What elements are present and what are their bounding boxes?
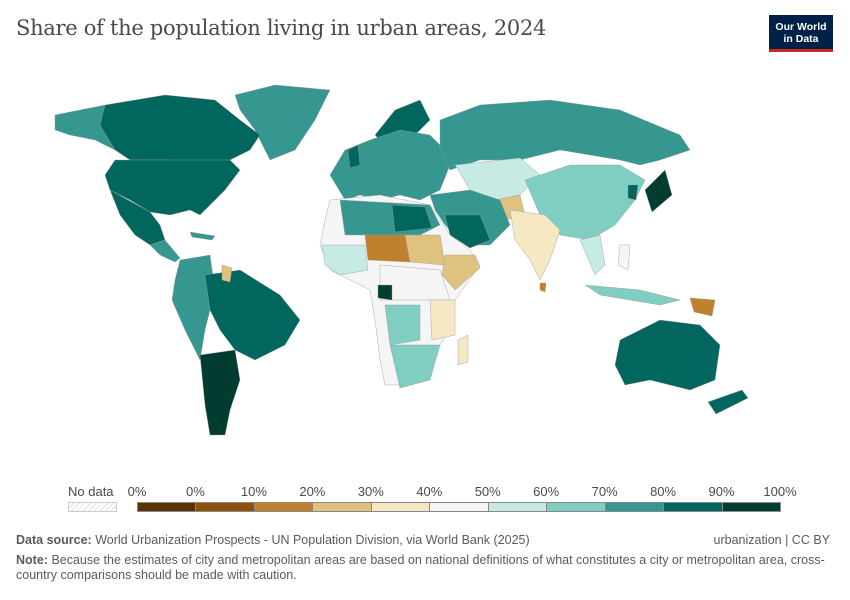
country-russia[interactable] [439, 99, 691, 171]
country-europe[interactable] [329, 129, 451, 201]
logo-line-1: Our World [775, 21, 827, 33]
country-guyana[interactable] [221, 264, 233, 283]
page-title: Share of the population living in urban … [16, 16, 547, 40]
legend-bin[interactable] [253, 502, 314, 512]
legend-tick-label: 40% [416, 484, 443, 499]
country-gabon[interactable] [377, 284, 393, 301]
country-libya[interactable] [391, 204, 433, 233]
legend-tick-label: 50% [474, 484, 501, 499]
country-angola[interactable] [384, 304, 421, 346]
note-text: Because the estimates of city and metrop… [16, 553, 825, 582]
country-new-zealand[interactable] [707, 389, 749, 415]
source-text[interactable]: World Urbanization Prospects - UN Popula… [95, 533, 530, 547]
legend-tick-label: 0% [127, 484, 147, 499]
country-australia[interactable] [614, 319, 721, 391]
country-argentina[interactable] [199, 349, 241, 436]
legend-no-data-swatch [68, 502, 117, 512]
legend-bin[interactable] [663, 502, 723, 512]
license[interactable]: urbanization | CC BY [713, 533, 831, 547]
legend-bin[interactable] [721, 502, 781, 512]
source-label: Data source: [16, 533, 92, 547]
legend-tick-label: 60% [533, 484, 560, 499]
legend-bin[interactable] [137, 502, 197, 512]
country-south-america-west[interactable] [171, 254, 216, 361]
country-sahel[interactable] [364, 234, 411, 263]
country-saudi[interactable] [444, 214, 491, 249]
legend-tick-label: 90% [708, 484, 735, 499]
legend-bin[interactable] [604, 502, 665, 512]
note-label: Note: [16, 553, 48, 567]
legend-bin[interactable] [487, 502, 548, 512]
legend-bin[interactable] [195, 502, 255, 512]
country-uk[interactable] [347, 144, 361, 169]
country-japan[interactable] [644, 169, 673, 213]
legend-tick-label: 80% [650, 484, 677, 499]
country-chad[interactable] [404, 234, 446, 266]
legend-bin[interactable] [312, 502, 372, 512]
legend-tick-label: 20% [299, 484, 326, 499]
country-png[interactable] [689, 297, 716, 317]
data-source: Data source: World Urbanization Prospect… [16, 533, 530, 547]
country-southern-africa[interactable] [389, 344, 441, 389]
country-sri-lanka[interactable] [539, 282, 547, 293]
country-korea[interactable] [627, 184, 639, 201]
country-east-africa[interactable] [429, 299, 456, 341]
legend-tick-label: 10% [240, 484, 267, 499]
world-map [54, 84, 749, 436]
legend-tick-label: 30% [357, 484, 384, 499]
country-philippines[interactable] [617, 244, 631, 271]
country-madagascar[interactable] [457, 334, 469, 366]
country-cuba[interactable] [189, 231, 216, 241]
legend-tick-label: 100% [763, 484, 797, 499]
country-se-asia[interactable] [579, 234, 606, 276]
country-brazil[interactable] [204, 269, 301, 361]
note: Note: Because the estimates of city and … [16, 553, 826, 583]
country-central-america[interactable] [149, 239, 181, 263]
country-canada[interactable] [99, 94, 261, 171]
legend-bin[interactable] [429, 502, 489, 512]
legend-tick-label: 70% [591, 484, 618, 499]
country-west-africa[interactable] [321, 244, 369, 276]
country-india[interactable] [509, 209, 561, 281]
country-indonesia[interactable] [584, 284, 681, 306]
legend-tick-label: 0% [186, 484, 205, 499]
country-ethiopia[interactable] [441, 254, 481, 291]
legend-bin[interactable] [546, 502, 606, 512]
country-greenland[interactable] [234, 84, 331, 161]
legend-no-data-label: No data [68, 484, 114, 499]
owid-logo[interactable]: Our World in Data [769, 15, 833, 52]
logo-line-2: in Data [783, 33, 819, 45]
legend-bin[interactable] [370, 502, 431, 512]
